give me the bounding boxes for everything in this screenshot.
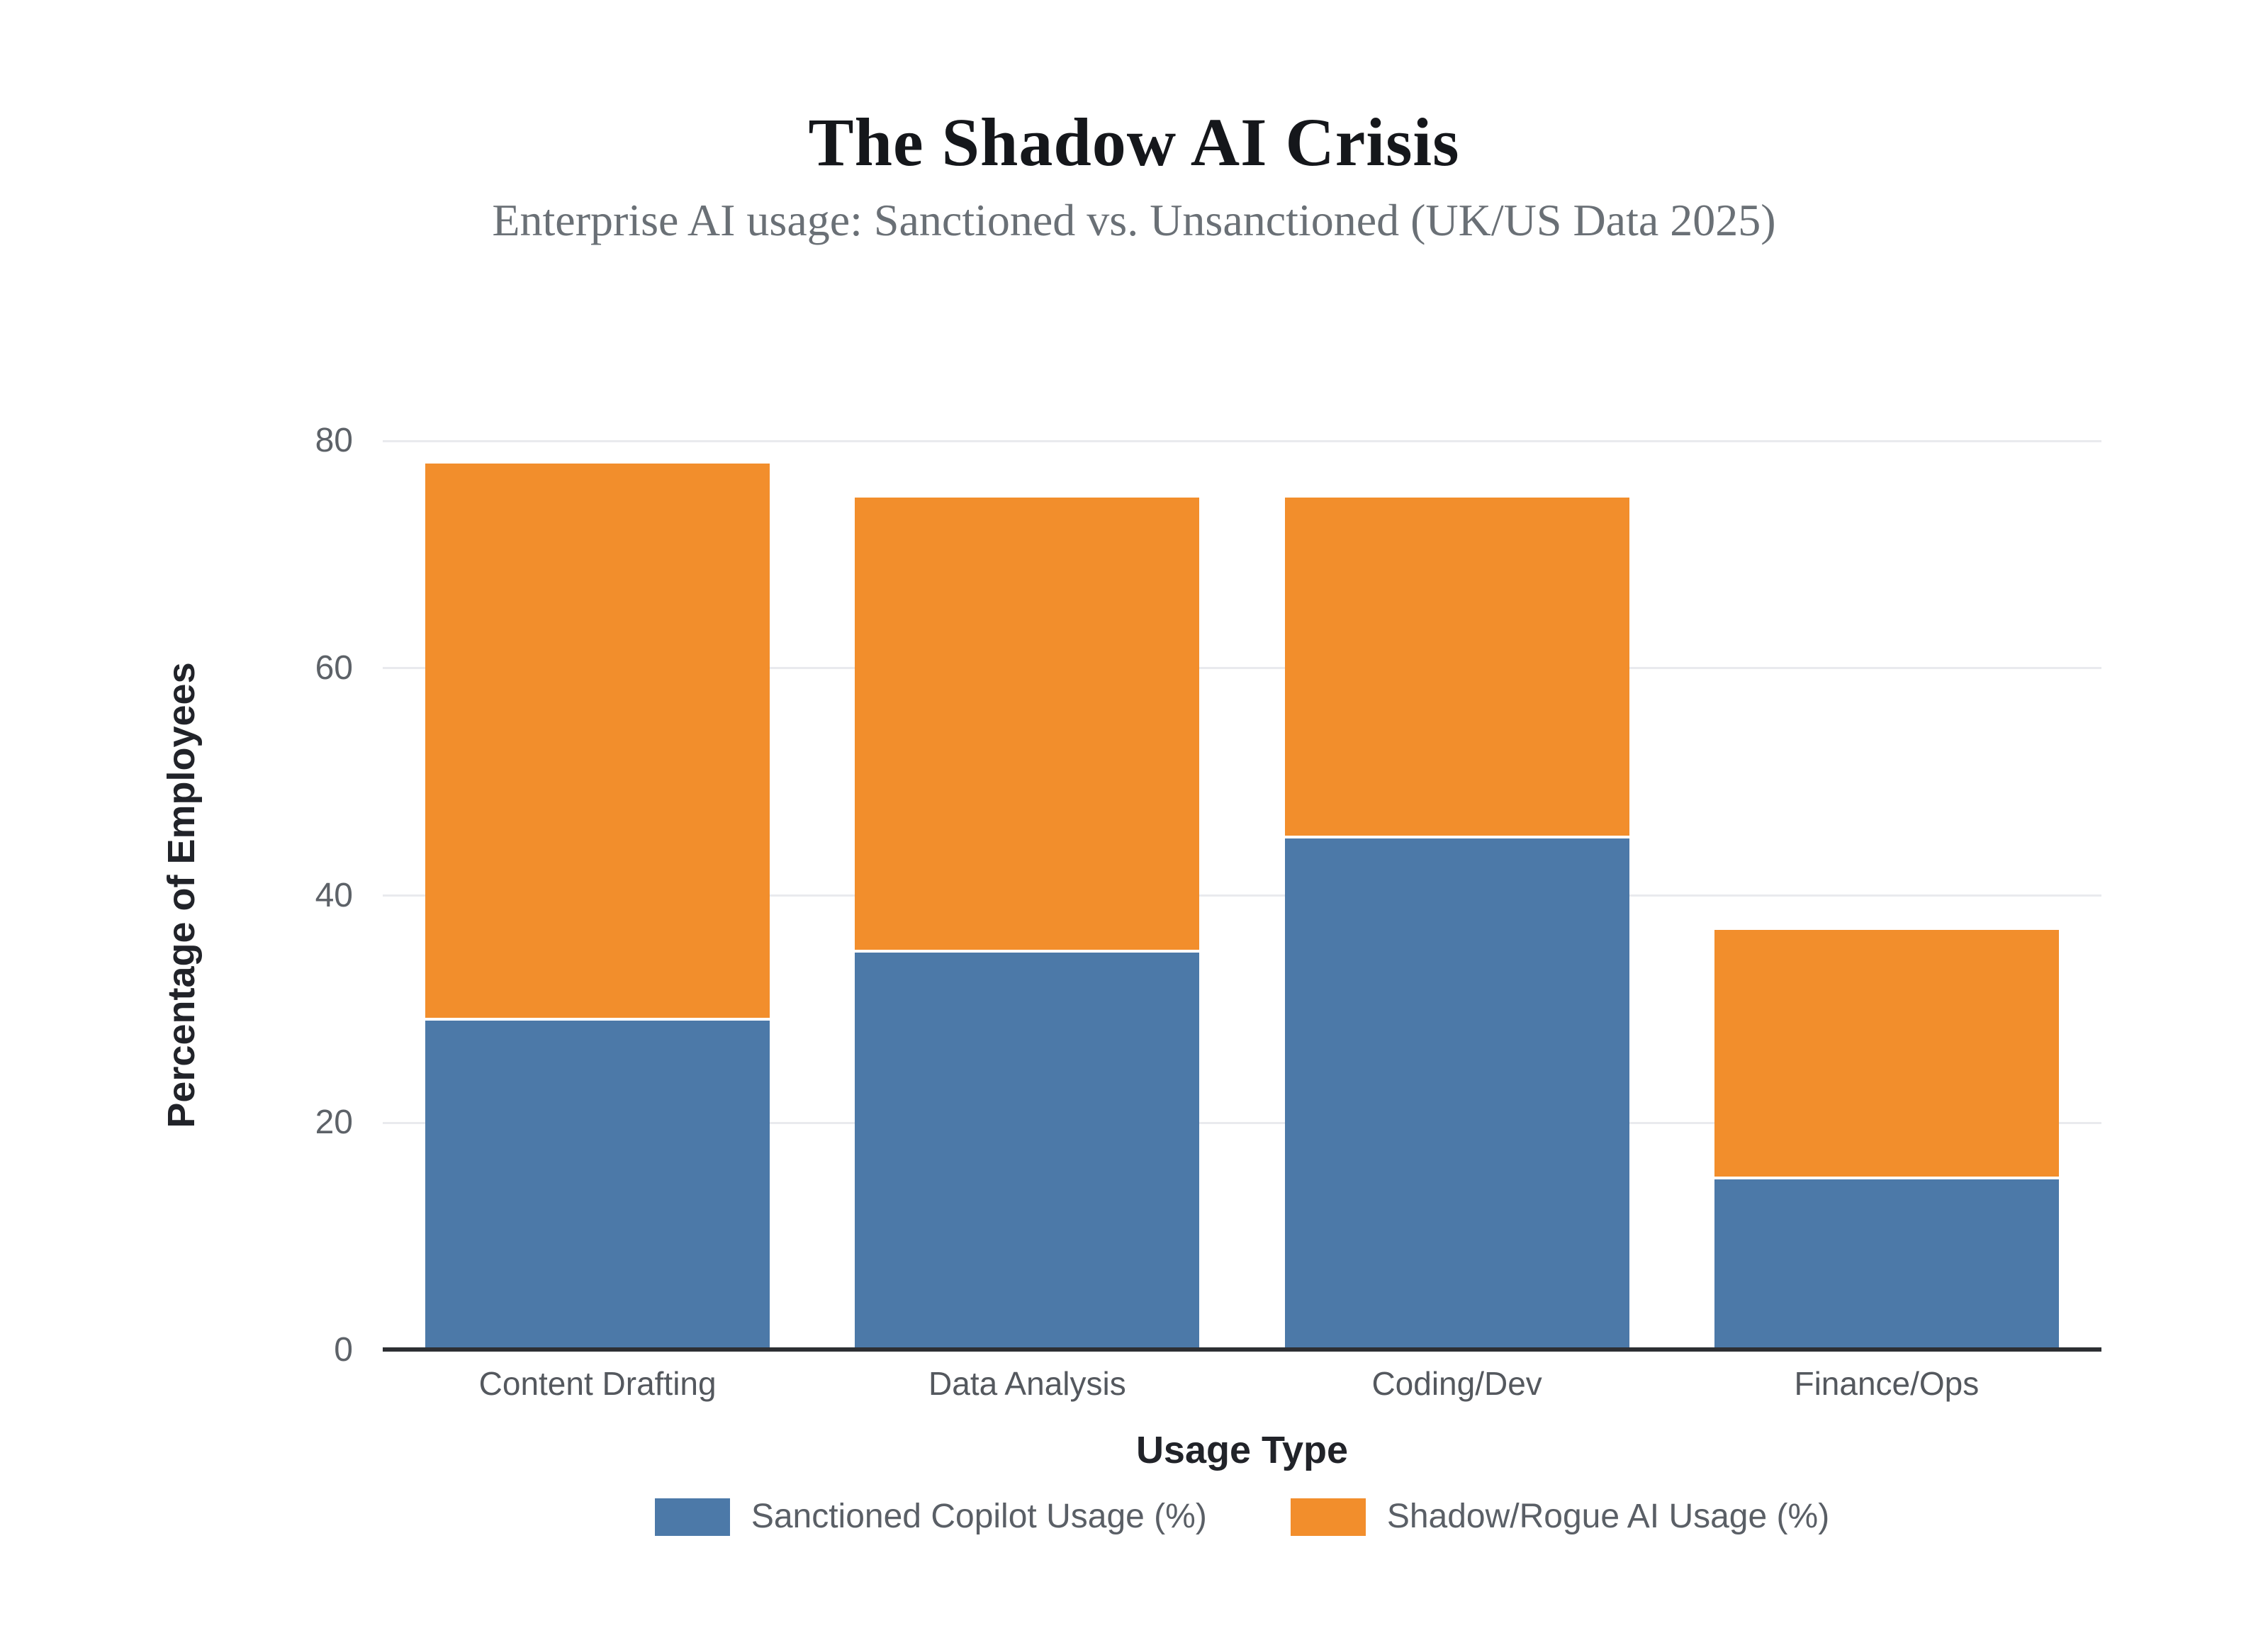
y-tick-label-80: 80 [315,422,353,459]
x-category-label-finance-ops: Finance/Ops [1794,1365,1980,1402]
segment-divider [425,1017,770,1021]
y-tick-label-60: 60 [315,649,353,687]
bar-segment-sanctioned-copilot-usage-data-analysis[interactable] [855,952,1200,1350]
gridline-40 [383,894,2101,897]
bar-segment-shadow-rogue-ai-usage-coding-dev[interactable] [1284,498,1629,836]
plot-area [383,439,2101,1352]
x-category-label-coding-dev: Coding/Dev [1371,1365,1542,1402]
x-axis-title: Usage Type [1135,1429,1349,1471]
bar-segment-shadow-rogue-ai-usage-data-analysis[interactable] [855,498,1200,950]
bar-coding-dev[interactable] [1284,498,1629,1350]
bar-finance-ops[interactable] [1714,929,2059,1350]
chart-subtitle: Enterprise AI usage: Sanctioned vs. Unsa… [492,195,1776,245]
legend-item-sanctioned-copilot-usage[interactable]: Sanctioned Copilot Usage (%) [654,1495,1207,1538]
bar-content-drafting[interactable] [425,464,770,1350]
gridline-60 [383,667,2101,670]
bar-segment-shadow-rogue-ai-usage-finance-ops[interactable] [1714,929,2059,1177]
legend-swatch-shadow-rogue-ai-usage [1290,1498,1366,1536]
legend-label-shadow-rogue-ai-usage: Shadow/Rogue AI Usage (%) [1386,1498,1830,1535]
y-tick-label-0: 0 [334,1331,353,1369]
legend-label-sanctioned-copilot-usage: Sanctioned Copilot Usage (%) [751,1498,1207,1535]
segment-divider [855,949,1200,953]
y-tick-label-20: 20 [315,1104,353,1142]
bar-segment-sanctioned-copilot-usage-content-drafting[interactable] [425,1020,770,1350]
legend-item-shadow-rogue-ai-usage[interactable]: Shadow/Rogue AI Usage (%) [1290,1495,1830,1538]
x-category-label-data-analysis: Data Analysis [928,1365,1126,1402]
legend-swatch-sanctioned-copilot-usage [654,1498,730,1536]
bar-segment-sanctioned-copilot-usage-coding-dev[interactable] [1284,838,1629,1350]
y-tick-label-40: 40 [315,876,353,914]
bar-data-analysis[interactable] [855,498,1200,1350]
gridline-20 [383,1121,2101,1124]
chart-title: The Shadow AI Crisis [808,104,1460,180]
legend: Sanctioned Copilot Usage (%) Shadow/Rogue… [383,1495,2101,1538]
segment-divider [1714,1177,2059,1180]
gridline-80 [383,439,2101,442]
bar-segment-shadow-rogue-ai-usage-content-drafting[interactable] [425,464,770,1018]
segment-divider [1284,836,1629,839]
x-category-label-content-drafting: Content Drafting [478,1365,717,1402]
bar-segment-sanctioned-copilot-usage-finance-ops[interactable] [1714,1179,2059,1350]
x-axis-line [383,1347,2101,1352]
